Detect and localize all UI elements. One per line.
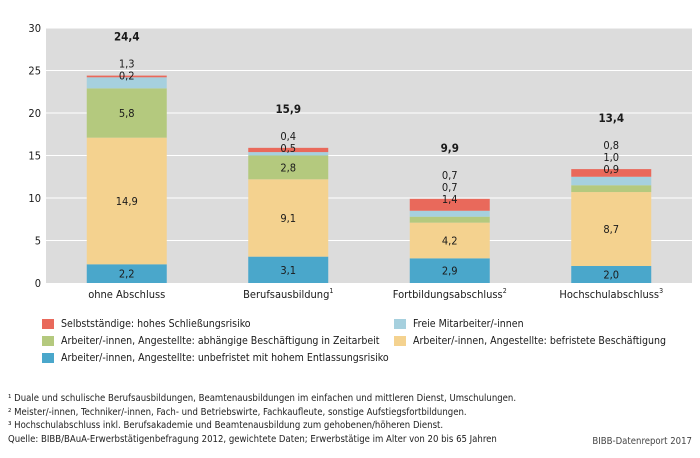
bar-segment — [248, 147, 329, 153]
x-tick-label: Hochschulabschluss3 — [559, 287, 663, 301]
legend-item-befristet: Arbeiter/-innen, Angestellte: befristete… — [394, 335, 666, 347]
bar-value-label: 3,1 — [280, 264, 296, 277]
bar-value-label: 14,9 — [116, 195, 138, 208]
footnote-3: ³ Hochschulabschluss inkl. Berufsakademi… — [8, 420, 444, 432]
credit: BIBB-Datenreport 2017 — [592, 436, 692, 447]
bar-segment — [409, 216, 490, 223]
legend-swatch-zeitarbeit — [42, 336, 54, 346]
bar-value-label: 0,5 — [280, 142, 296, 155]
footnotes: ¹ Duale und schulische Berufsausbildunge… — [8, 392, 516, 446]
bar-value-label: 2,8 — [280, 161, 296, 174]
legend-item-freie-mitarbeiter: Freie Mitarbeiter/-innen — [394, 318, 524, 330]
bar-segment — [571, 176, 652, 186]
bar-value-label: 1,3 — [119, 58, 135, 71]
legend-swatch-unbefristet — [42, 353, 54, 363]
bar-value-label: 0,9 — [603, 163, 619, 176]
bar-value-label: 9,1 — [280, 212, 296, 225]
bar-segment — [409, 198, 490, 211]
bars: 2,2 14,9 5,8 1,30,2 24,4 3,1 9,1 2,8 0,40,5 15,9 2… — [86, 30, 652, 283]
y-tick-label: 25 — [28, 65, 41, 78]
bar-stack: 2,0 8,7 0,81,00,9 13,4 — [571, 111, 652, 283]
legend-label-unbefristet: Arbeiter/-innen, Angestellte: unbefriste… — [61, 352, 389, 364]
y-tick-label: 15 — [28, 150, 41, 163]
y-tick-label: 0 — [35, 277, 41, 290]
footnote-1: ¹ Duale und schulische Berufsausbildunge… — [8, 393, 517, 404]
bar-total-label: 15,9 — [275, 102, 301, 116]
bar-segment — [86, 75, 167, 78]
bar-value-label: 1,4 — [442, 193, 458, 206]
bar-value-label: 0,7 — [442, 169, 458, 182]
y-tick-label: 20 — [28, 107, 41, 120]
bar-stack: 2,94,20,70,71,49,9 — [409, 141, 490, 283]
footnote-mark: 3 — [659, 287, 663, 295]
bar-value-label: 2,0 — [603, 269, 619, 282]
footnote-2: ² Meister/-innen, Techniker/-innen, Fach… — [8, 406, 467, 418]
bar-segment — [248, 179, 329, 257]
x-axis-labels: ohne Abschluss Berufsausbildung1 Fortbildu… — [88, 287, 663, 301]
bar-segment — [86, 88, 167, 138]
y-tick-label: 5 — [35, 235, 41, 248]
bar-segment — [248, 155, 329, 180]
x-tick-label: ohne Abschluss — [88, 288, 165, 301]
bar-segment — [248, 256, 329, 283]
bar-value-label: 4,2 — [442, 235, 458, 248]
x-tick-label: Fortbildungsabschluss2 — [393, 287, 507, 301]
legend-swatch-befristet — [394, 336, 406, 346]
bar-segment — [571, 185, 652, 193]
legend-swatch-selbststaendige — [42, 319, 54, 329]
bar-stack: 2,2 14,9 5,8 1,30,2 24,4 — [86, 30, 167, 283]
bar-value-label: 5,8 — [119, 107, 135, 120]
bar-total-label: 13,4 — [598, 111, 624, 125]
legend-item-zeitarbeit: Arbeiter/-innen, Angestellte: abhängige … — [42, 335, 379, 347]
source-note: Quelle: BIBB/BAuA-Erwerbstätigenbefragun… — [8, 433, 497, 445]
bar-value-label: 0,7 — [442, 181, 458, 194]
y-axis-ticks: 0 5 10 15 20 25 30 — [28, 22, 41, 290]
bar-value-label: 8,7 — [603, 223, 619, 236]
bar-total-label: 24,4 — [114, 30, 140, 44]
bar-value-label: 0,8 — [603, 139, 619, 152]
legend-swatch-freie-mitarbeiter — [394, 319, 406, 329]
bar-segment — [409, 258, 490, 283]
bar-segment — [86, 264, 167, 283]
bar-segment — [409, 210, 490, 217]
bar-segment — [248, 152, 329, 156]
bar-segment — [571, 266, 652, 283]
legend: Selbstständige: hohes Schließungsrisiko … — [42, 318, 692, 372]
bar-segment — [86, 77, 167, 89]
bar-value-label: 1,0 — [603, 151, 619, 164]
bar-segment — [86, 137, 167, 265]
legend-label-befristet: Arbeiter/-innen, Angestellte: befristete… — [413, 335, 667, 347]
bar-segment — [571, 169, 652, 177]
bar-total-label: 9,9 — [441, 141, 459, 155]
legend-item-unbefristet: Arbeiter/-innen, Angestellte: unbefriste… — [42, 352, 389, 364]
footnote-mark: 1 — [329, 287, 333, 295]
bar-stack: 3,1 9,1 2,8 0,40,5 15,9 — [248, 102, 329, 283]
footnote-mark: 2 — [503, 287, 507, 295]
x-tick-label: Berufsausbildung1 — [243, 287, 333, 301]
stacked-bar-chart: 0 5 10 15 20 25 30 2,2 14,9 5,8 1,30,2 24,4 3,1 9,1 2… — [28, 22, 692, 301]
bar-segment — [571, 192, 652, 266]
bar-value-label: 0,2 — [119, 70, 135, 83]
legend-item-selbststaendige: Selbstständige: hohes Schließungsrisiko — [42, 318, 251, 330]
bar-segment — [409, 222, 490, 259]
y-tick-label: 30 — [28, 22, 41, 35]
legend-label-freie-mitarbeiter: Freie Mitarbeiter/-innen — [413, 318, 524, 330]
legend-label-zeitarbeit: Arbeiter/-innen, Angestellte: abhängige … — [61, 335, 380, 347]
y-tick-label: 10 — [28, 192, 41, 205]
bar-value-label: 0,4 — [280, 130, 296, 143]
legend-label-selbststaendige: Selbstständige: hohes Schließungsrisiko — [61, 318, 251, 330]
bar-value-label: 2,2 — [119, 268, 135, 281]
bar-value-label: 2,9 — [442, 265, 458, 278]
